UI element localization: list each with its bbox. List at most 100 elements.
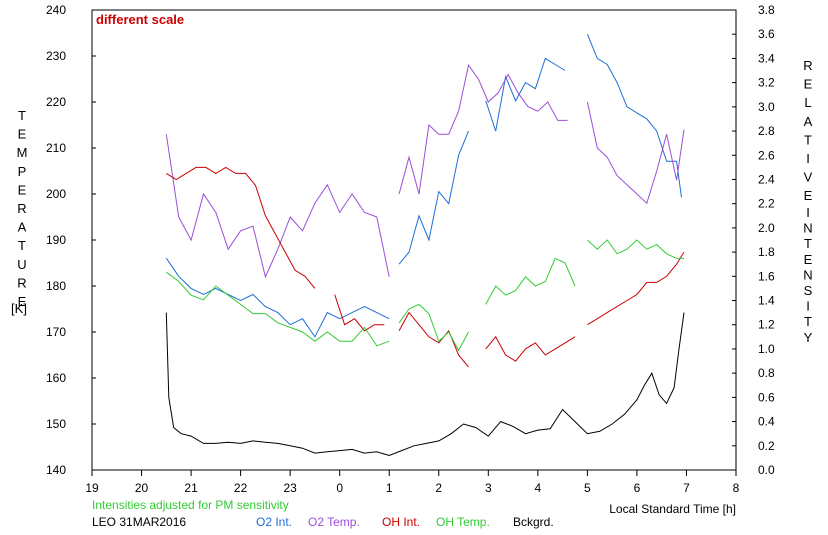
- x-tick-label: 21: [184, 481, 198, 495]
- left-axis-letter: A: [18, 220, 27, 235]
- right-axis-letter: E: [804, 188, 813, 203]
- right-tick-label: 3.0: [758, 100, 775, 114]
- left-axis: 140 150 160 170 180 190 200 210 220 230 240: [46, 3, 96, 477]
- right-tick-label: 2.0: [758, 221, 775, 235]
- left-axis-letter: E: [18, 127, 27, 142]
- x-tick-label: 20: [135, 481, 149, 495]
- right-axis-letter: R: [803, 58, 812, 73]
- left-axis-letter: E: [18, 182, 27, 197]
- x-tick-label: 4: [535, 481, 542, 495]
- right-axis-letter: I: [806, 151, 810, 166]
- series-lines: [165, 34, 685, 457]
- right-tick-label: 2.2: [758, 197, 775, 211]
- left-axis-letter: P: [18, 164, 27, 179]
- left-axis-unit: [K]: [11, 301, 27, 316]
- different-scale-note: different scale: [96, 12, 184, 27]
- series-line-oh-int-3: [485, 335, 576, 362]
- x-tick-label: 19: [85, 481, 99, 495]
- left-tick-label: 180: [46, 279, 66, 293]
- right-axis-letter: E: [804, 77, 813, 92]
- right-axis-letter: N: [803, 267, 812, 282]
- right-tick-label: 1.6: [758, 269, 775, 283]
- right-tick-label: 0.0: [758, 463, 775, 477]
- right-axis: 0.0 0.2 0.4 0.6 0.8 1.0 1.2 1.4 1.6 1.8 2.0 2.2 2.4 2…: [732, 3, 775, 477]
- series-line-oh-int-4: [587, 251, 685, 326]
- right-tick-label: 1.4: [758, 294, 775, 308]
- series-line-oh-int-2: [398, 311, 469, 368]
- right-tick-label: 3.8: [758, 3, 775, 17]
- right-tick-label: 3.2: [758, 76, 775, 90]
- x-axis-label: Local Standard Time [h]: [609, 502, 736, 516]
- right-axis-letter: T: [804, 314, 812, 329]
- left-tick-label: 170: [46, 325, 66, 339]
- series-line-oh-temp-1: [398, 303, 469, 352]
- legend-oh-int: OH Int.: [382, 515, 420, 529]
- x-tick-label: 22: [234, 481, 248, 495]
- left-axis-letter: R: [17, 201, 26, 216]
- right-tick-label: 3.4: [758, 51, 775, 65]
- right-tick-label: 1.2: [758, 318, 775, 332]
- legend-o2-temp: O2 Temp.: [308, 515, 360, 529]
- right-axis-letter: T: [804, 132, 812, 147]
- right-axis-letter: S: [804, 283, 813, 298]
- left-tick-label: 140: [46, 463, 66, 477]
- x-tick-label: 7: [683, 481, 690, 495]
- left-tick-label: 230: [46, 49, 66, 63]
- right-axis-letter: I: [806, 205, 810, 220]
- series-line-o2-temp-2: [586, 101, 685, 205]
- x-tick-label: 23: [283, 481, 297, 495]
- legend-o2-int: O2 Int.: [256, 515, 292, 529]
- station-label: LEO 31MAR2016: [92, 515, 186, 529]
- right-axis-letter: E: [804, 252, 813, 267]
- left-axis-letter: E: [18, 294, 27, 309]
- x-tick-label: 0: [336, 481, 343, 495]
- x-tick-label: 1: [386, 481, 393, 495]
- right-tick-label: 0.4: [758, 415, 775, 429]
- right-tick-label: 2.6: [758, 148, 775, 162]
- left-tick-label: 150: [46, 417, 66, 431]
- right-axis-letter: T: [804, 236, 812, 251]
- x-tick-label: 8: [733, 481, 740, 495]
- left-tick-label: 210: [46, 141, 66, 155]
- left-tick-label: 160: [46, 371, 66, 385]
- series-line-o2-temp-0: [165, 134, 390, 279]
- sensitivity-note: Intensities adjusted for PM sensitivity: [92, 498, 289, 512]
- x-tick-label: 3: [485, 481, 492, 495]
- legend-bckgrd: Bckgrd.: [513, 515, 554, 529]
- right-axis-letter: Y: [804, 330, 813, 345]
- right-axis-letter: A: [804, 114, 813, 129]
- right-tick-label: 3.6: [758, 27, 775, 41]
- plot-frame: [91, 9, 737, 471]
- right-axis-letter: L: [804, 95, 811, 110]
- series-line-oh-temp-3: [587, 239, 684, 259]
- right-axis-letter: V: [804, 170, 813, 185]
- right-tick-label: 2.4: [758, 172, 775, 186]
- right-tick-label: 2.8: [758, 124, 775, 138]
- series-line-oh-int-0: [166, 166, 316, 289]
- series-line-oh-int-1: [334, 294, 385, 332]
- x-axis: 19 20 21 22 23 0 1 2 3 4 5 6 7 8: [85, 470, 740, 495]
- right-tick-label: 1.0: [758, 342, 775, 356]
- left-axis-letter: U: [17, 257, 26, 272]
- series-line-o2-int-0: [165, 257, 390, 338]
- series-line-o2-int-1: [398, 130, 469, 265]
- series-line-bckgrd-0: [165, 312, 685, 457]
- series-line-o2-int-3: [586, 34, 682, 198]
- legend-oh-temp: OH Temp.: [436, 515, 490, 529]
- left-tick-label: 220: [46, 95, 66, 109]
- right-tick-label: 0.6: [758, 390, 775, 404]
- x-tick-label: 6: [634, 481, 641, 495]
- right-tick-label: 0.2: [758, 439, 775, 453]
- left-tick-label: 240: [46, 3, 66, 17]
- series-line-oh-temp-2: [485, 257, 576, 305]
- x-tick-label: 2: [435, 481, 442, 495]
- left-axis-letter: M: [17, 145, 28, 160]
- series-line-oh-temp-0: [166, 271, 390, 347]
- series-line-o2-temp-1: [398, 63, 568, 195]
- series-line-o2-int-2: [485, 57, 566, 132]
- right-axis-letter: N: [803, 221, 812, 236]
- left-tick-label: 190: [46, 233, 66, 247]
- x-tick-label: 5: [584, 481, 591, 495]
